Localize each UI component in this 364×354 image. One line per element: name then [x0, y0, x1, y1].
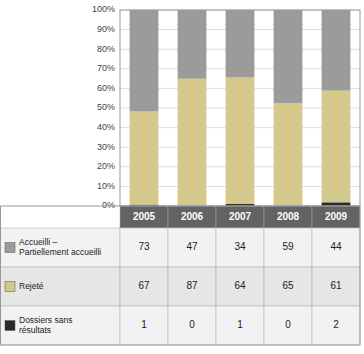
bar-segment: [322, 202, 351, 206]
table-cell: [120, 306, 168, 345]
chart: 0%10%20%30%40%50%60%70%80%90%100%2005200…: [0, 0, 364, 354]
bar-segment: [226, 77, 255, 204]
table-cell: [312, 306, 360, 345]
plot-area: [120, 10, 360, 206]
header-cell: [312, 206, 360, 228]
y-tick-label: 10%: [97, 181, 115, 191]
bar-segment: [274, 103, 303, 206]
bar-segment: [130, 111, 159, 204]
bar-segment: [322, 10, 351, 91]
y-tick-label: 90%: [97, 24, 115, 34]
y-tick-label: 0%: [102, 200, 115, 210]
table-value: 73: [138, 241, 150, 252]
header-cell: [264, 206, 312, 228]
table-cell: [312, 228, 360, 267]
legend-entry: Rejeté: [19, 281, 44, 291]
table-cell: [264, 306, 312, 345]
y-tick-label: 40%: [97, 122, 115, 132]
table-cell: [216, 306, 264, 345]
y-tick-label: 100%: [92, 4, 115, 14]
table-value: 1: [237, 319, 243, 330]
header-cell: [120, 206, 168, 228]
table-value: 0: [189, 319, 195, 330]
table-value: 67: [138, 280, 150, 291]
legend-swatch: [5, 282, 15, 292]
plot-frame: [120, 10, 360, 206]
table-cell: [120, 267, 168, 306]
table-value: 1: [141, 319, 147, 330]
legend-entry: Accueilli –Partiellement accueilli: [19, 237, 101, 258]
bar-segment: [322, 91, 351, 203]
table-value: 61: [330, 280, 342, 291]
grid: [120, 10, 360, 206]
category-label: 2007: [229, 211, 252, 222]
table-cell: [168, 306, 216, 345]
table-value: 34: [234, 241, 246, 252]
legend-swatch: [5, 321, 15, 331]
category-label: 2009: [325, 211, 348, 222]
table-value: 65: [282, 280, 294, 291]
table-value: 44: [330, 241, 342, 252]
table-value: 64: [234, 280, 246, 291]
category-label: 2006: [181, 211, 204, 222]
y-tick-label: 70%: [97, 63, 115, 73]
table-frame: [1, 206, 361, 345]
category-label: 2005: [133, 211, 156, 222]
table-value: 0: [285, 319, 291, 330]
table-value: 47: [186, 241, 198, 252]
bar-segment: [130, 10, 159, 111]
legend-entry: Dossiers sansrésultats: [19, 315, 72, 336]
row-label-cell: [1, 228, 121, 267]
category-label: 2008: [277, 211, 300, 222]
y-tick-label: 30%: [97, 142, 115, 152]
table-cell: [264, 228, 312, 267]
header-cell: [216, 206, 264, 228]
table-cell: [216, 267, 264, 306]
bars: [130, 10, 351, 206]
table-cell: [168, 267, 216, 306]
table-cell: [168, 228, 216, 267]
table-cell: [312, 267, 360, 306]
row-label-cell: [1, 306, 121, 345]
y-tick-label: 80%: [97, 44, 115, 54]
table-value: 59: [282, 241, 294, 252]
row-label-cell: [1, 267, 121, 306]
legend-swatch: [5, 243, 15, 253]
header-cell: [168, 206, 216, 228]
table-cell: [120, 228, 168, 267]
table-value: 2: [333, 319, 339, 330]
bar-segment: [226, 10, 255, 77]
bar-segment: [274, 10, 303, 103]
table-cell: [264, 267, 312, 306]
y-tick-label: 50%: [97, 102, 115, 112]
data-table: 2005 2006 2007 2008 2009 Accueilli –Partielle…: [1, 206, 361, 345]
bar-segment: [178, 79, 207, 206]
y-tick-label: 20%: [97, 161, 115, 171]
y-tick-label: 60%: [97, 83, 115, 93]
table-value: 87: [186, 280, 198, 291]
bar-segment: [178, 10, 207, 79]
table-cell: [216, 228, 264, 267]
